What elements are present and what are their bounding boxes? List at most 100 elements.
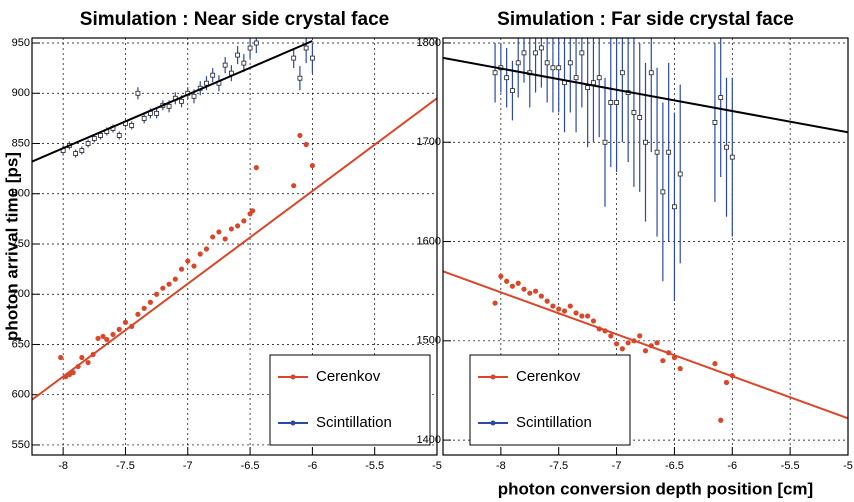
point	[291, 55, 297, 61]
point	[579, 313, 585, 319]
point	[100, 333, 106, 340]
point	[160, 285, 166, 291]
point	[122, 319, 129, 325]
point	[613, 341, 620, 347]
point	[95, 335, 101, 342]
point	[247, 45, 253, 51]
point	[712, 361, 718, 367]
legend-marker	[490, 420, 496, 426]
point	[567, 60, 573, 66]
x-tick-label: -6.5	[241, 460, 260, 472]
point	[590, 318, 597, 324]
legend-label: Cerenkov	[316, 368, 381, 385]
point	[191, 263, 197, 269]
point	[637, 333, 643, 339]
point	[631, 110, 637, 115]
point	[98, 133, 103, 138]
point	[210, 72, 216, 78]
point	[573, 310, 579, 316]
legend: Cerenkov Scintillation	[269, 354, 431, 446]
point	[556, 306, 562, 312]
point	[614, 100, 619, 105]
point	[210, 234, 216, 240]
point	[191, 93, 197, 99]
point	[532, 288, 539, 294]
point	[235, 223, 241, 229]
legend-label: Scintillation	[316, 414, 392, 431]
point	[222, 62, 228, 68]
point	[91, 136, 97, 141]
point	[672, 204, 677, 210]
point	[625, 340, 631, 346]
point	[712, 119, 718, 125]
point	[129, 123, 135, 128]
point	[637, 115, 643, 120]
point	[110, 331, 116, 338]
point	[550, 65, 556, 71]
y-tick-label: 1800	[417, 37, 441, 49]
point	[567, 303, 573, 309]
point	[241, 218, 247, 224]
point	[515, 60, 521, 66]
point	[185, 258, 191, 264]
x-tick-label: -5	[843, 460, 853, 472]
point	[533, 50, 538, 56]
x-tick-label: -6	[727, 460, 737, 472]
panel: 550 600 650 700 750 800 850 900 950 -8 -7.5 -7 -6.5 -…	[2, 9, 441, 472]
plot-frame	[31, 37, 438, 456]
point	[602, 139, 608, 145]
point	[179, 98, 184, 104]
y-tick-label: 750	[12, 238, 30, 250]
point	[619, 70, 625, 76]
point	[166, 281, 172, 287]
legend-marker	[290, 420, 296, 426]
point	[135, 311, 141, 317]
point	[723, 379, 730, 386]
point	[228, 226, 234, 232]
point	[222, 236, 228, 242]
point	[596, 75, 602, 81]
point	[660, 358, 666, 364]
x-tick-label: -6.5	[665, 460, 684, 472]
point	[538, 293, 544, 299]
x-tick-label: -7.5	[549, 460, 568, 472]
y-tick-label: 1500	[417, 335, 441, 347]
point	[492, 300, 498, 306]
point	[550, 303, 556, 309]
legend-box	[469, 354, 631, 446]
plot-content	[32, 38, 437, 401]
point	[235, 52, 241, 58]
point	[654, 149, 660, 155]
x-tick-label: -5.5	[365, 460, 384, 472]
point	[154, 291, 160, 297]
point	[492, 70, 498, 76]
x-axis-label: photon conversion depth position [cm]	[498, 479, 813, 498]
point	[556, 65, 562, 71]
point	[73, 151, 79, 156]
point	[303, 45, 309, 51]
x-tick-label: -7.5	[116, 460, 135, 472]
point	[309, 163, 315, 169]
panel: 1400 1500 1600 1700 1800 -8 -7.5 -7 -6.5 -6 -5.5 -5…	[417, 9, 853, 498]
point	[216, 229, 222, 235]
y-tick-label: 1700	[417, 136, 441, 148]
point	[660, 189, 666, 195]
point	[718, 417, 724, 423]
legend-label: Scintillation	[516, 414, 592, 431]
point	[619, 346, 625, 352]
y-tick-label: 950	[12, 37, 30, 49]
point	[154, 110, 160, 116]
point	[297, 132, 303, 139]
legend-label: Cerenkov	[516, 368, 581, 385]
point	[85, 141, 91, 146]
point	[116, 133, 122, 138]
point	[141, 305, 147, 311]
fit-line	[32, 40, 313, 163]
point	[724, 144, 729, 150]
point	[579, 50, 585, 56]
y-axis-label: photon arrival time [ps]	[2, 152, 21, 341]
point	[521, 286, 527, 292]
point	[544, 60, 550, 66]
y-tick-label: 700	[12, 288, 30, 300]
